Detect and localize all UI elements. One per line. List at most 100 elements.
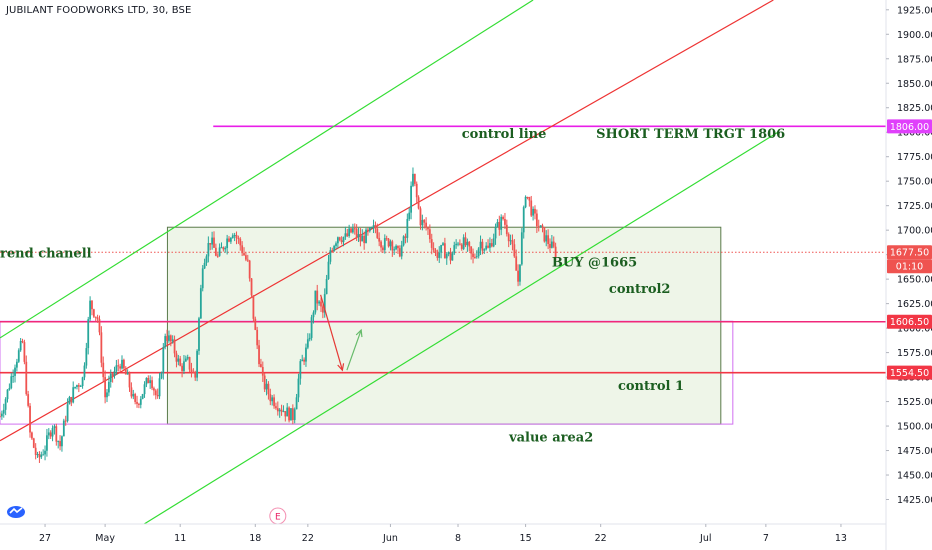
candle-body-148 xyxy=(276,408,279,412)
candle-body-14 xyxy=(25,361,28,395)
annotation-text-4[interactable]: control2 xyxy=(609,282,671,297)
candle-body-259 xyxy=(485,245,488,250)
price-tag-0[interactable]: 1806.00 xyxy=(887,119,932,134)
event-layer[interactable]: E xyxy=(269,507,287,525)
candle-body-294 xyxy=(550,241,553,248)
candle-body-280 xyxy=(524,196,527,208)
candle-body-82 xyxy=(153,388,155,391)
candle-body-278 xyxy=(520,232,523,265)
trend-line-1[interactable] xyxy=(143,131,779,525)
y-tick-label-2: 1875.00 xyxy=(897,54,932,65)
candle-body-129 xyxy=(241,245,244,254)
y-tick-label-11: 1650.00 xyxy=(897,275,932,286)
candle-body-58 xyxy=(107,381,110,393)
arrow-shaft-0[interactable] xyxy=(320,294,343,371)
price-tag-1[interactable]: 1677.50 xyxy=(887,245,932,260)
candle-body-116 xyxy=(216,255,219,257)
candle-body-20 xyxy=(36,454,39,456)
candle-body-240 xyxy=(449,252,452,261)
candle-body-255 xyxy=(477,248,480,257)
candle-body-193 xyxy=(361,235,364,242)
candle-body-158 xyxy=(295,397,298,410)
candle-body-242 xyxy=(453,245,456,254)
zone-rectangle-0[interactable] xyxy=(166,226,722,425)
candle-body-84 xyxy=(156,395,159,397)
annotation-text-1[interactable]: SHORT TERM TRGT 1806 xyxy=(596,127,785,142)
candle-body-156 xyxy=(291,408,294,421)
candle-body-144 xyxy=(269,394,272,402)
tradingview-logo-icon[interactable] xyxy=(6,503,26,519)
trend-line-0[interactable] xyxy=(0,0,534,339)
candle-body-293 xyxy=(549,243,551,248)
annotation-text-5[interactable]: control 1 xyxy=(618,379,684,394)
candle-body-133 xyxy=(248,260,251,279)
candle-body-99 xyxy=(184,358,187,362)
x-tick-label-4: 22 xyxy=(302,533,314,544)
candle-body-170 xyxy=(318,301,321,304)
candle-body-4 xyxy=(6,389,9,400)
candle-body-1 xyxy=(0,413,3,417)
price-tag-label-2: 1606.50 xyxy=(890,317,929,328)
candle-body-81 xyxy=(151,380,153,389)
candle-body-250 xyxy=(468,241,471,247)
candle-body-135 xyxy=(252,295,255,319)
candle-body-124 xyxy=(231,235,234,238)
price-tag-label-1: 1677.50 xyxy=(890,248,929,259)
arrow-head-0[interactable] xyxy=(337,363,345,372)
candle-body-175 xyxy=(327,261,330,280)
x-tick-label-6: 8 xyxy=(455,533,461,544)
annotation-text-3[interactable]: BUY @1665 xyxy=(552,255,637,270)
arrow-shaft-1[interactable] xyxy=(346,329,362,371)
candle-body-236 xyxy=(442,243,444,246)
candle-body-26 xyxy=(47,432,50,436)
candle-body-45 xyxy=(83,365,86,378)
candle-body-249 xyxy=(466,241,469,246)
candle-body-290 xyxy=(543,227,546,242)
candle-body-8 xyxy=(14,367,16,376)
annotations-layer: control line SHORT TERM TRGT 1806 rend cha… xyxy=(0,127,785,446)
candle-body-54 xyxy=(100,332,103,363)
price-tag-label-0: 1806.00 xyxy=(890,122,929,133)
candle-body-192 xyxy=(359,234,362,242)
candle-body-155 xyxy=(290,408,292,421)
candle-body-44 xyxy=(81,377,84,386)
candle-body-201 xyxy=(376,228,379,238)
candle-body-151 xyxy=(282,411,285,413)
candle-body-266 xyxy=(498,222,501,230)
candle-body-42 xyxy=(77,385,80,387)
candle-body-73 xyxy=(136,401,138,404)
candle-body-142 xyxy=(265,383,268,390)
candle-body-178 xyxy=(333,245,336,251)
price-tag-3[interactable]: 1554.50 xyxy=(887,365,932,380)
candle-body-171 xyxy=(320,301,322,307)
candle-body-292 xyxy=(547,235,550,244)
candle-body-264 xyxy=(494,226,497,239)
candle-body-90 xyxy=(168,335,170,341)
annotation-text-6[interactable]: value area2 xyxy=(508,431,593,446)
candle-body-234 xyxy=(438,252,441,258)
price-tag-bg-2 xyxy=(887,314,932,329)
annotation-text-2[interactable]: rend chanell xyxy=(0,247,92,262)
price-tag-2[interactable]: 1606.50 xyxy=(887,314,932,329)
candle-body-288 xyxy=(539,225,542,228)
candle-body-31 xyxy=(57,441,60,443)
time-axis[interactable]: 27 May 11 18 22 Jun 8 15 22 Jul 7 13 xyxy=(39,524,847,544)
candle-body-222 xyxy=(415,183,418,198)
annotation-text-0[interactable]: control line xyxy=(462,127,547,142)
candle-body-217 xyxy=(406,218,409,238)
arrow-head-1[interactable] xyxy=(355,328,363,338)
trend-line-2[interactable] xyxy=(0,0,774,442)
x-tick-label-11: 13 xyxy=(835,533,847,544)
candle-body-2 xyxy=(2,409,5,414)
candle-body-38 xyxy=(70,397,73,403)
y-tick-label-12: 1625.00 xyxy=(897,299,932,310)
candle-body-215 xyxy=(402,236,405,246)
chart-title: JUBILANT FOODWORKS LTD, 30, BSE xyxy=(6,5,192,16)
y-tick-label-9: 1700.00 xyxy=(897,226,932,237)
candle-body-260 xyxy=(487,245,489,248)
candle-body-252 xyxy=(472,253,474,258)
candle-body-161 xyxy=(301,359,304,362)
candle-body-139 xyxy=(260,364,262,367)
candle-body-204 xyxy=(382,247,384,251)
